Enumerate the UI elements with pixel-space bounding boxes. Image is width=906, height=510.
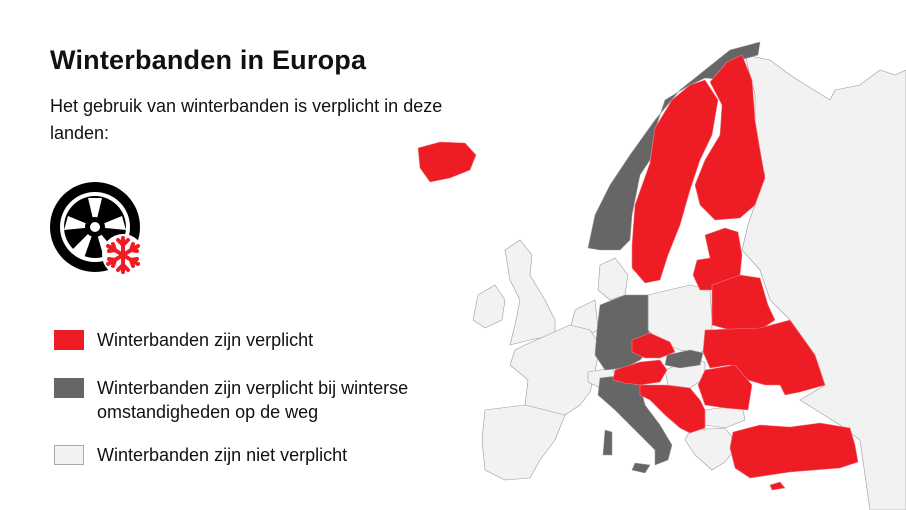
legend-swatch-mandatory xyxy=(54,330,84,350)
region-austria xyxy=(612,359,668,386)
legend-item-not-mandatory: Winterbanden zijn niet verplicht xyxy=(54,443,347,467)
legend-item-mandatory: Winterbanden zijn verplicht xyxy=(54,328,313,352)
region-sweden xyxy=(631,79,719,284)
region-belarus xyxy=(711,274,776,331)
region-slovakia xyxy=(664,349,704,369)
region-balkans xyxy=(639,384,706,434)
region-iceland xyxy=(417,141,477,183)
legend-swatch-conditional xyxy=(54,378,84,398)
region-russia xyxy=(741,54,906,510)
region-germany xyxy=(594,294,656,371)
region-turkey xyxy=(729,422,859,491)
region-italy xyxy=(597,374,673,474)
legend-swatch-not-mandatory xyxy=(54,445,84,465)
legend-label: Winterbanden zijn niet verplicht xyxy=(97,445,348,465)
legend-label: Winterbanden zijn verplicht bij winterse… xyxy=(97,378,409,422)
region-france xyxy=(509,324,601,416)
legend-item-conditional: Winterbanden zijn verplicht bij winterse… xyxy=(54,376,434,424)
winter-tire-snowflake-icon xyxy=(50,182,144,276)
region-greece xyxy=(684,427,739,471)
region-ukraine xyxy=(702,319,826,396)
region-ireland xyxy=(472,284,506,329)
region-czechia xyxy=(631,332,676,359)
region-finland xyxy=(694,54,766,221)
region-romania-moldova xyxy=(697,364,753,411)
region-uk xyxy=(504,239,556,346)
page-subtitle: Het gebruik van winterbanden is verplich… xyxy=(50,96,443,143)
region-iberia xyxy=(481,404,566,481)
page-title: Winterbanden in Europa xyxy=(50,45,367,75)
legend-label: Winterbanden zijn verplicht xyxy=(97,330,314,350)
